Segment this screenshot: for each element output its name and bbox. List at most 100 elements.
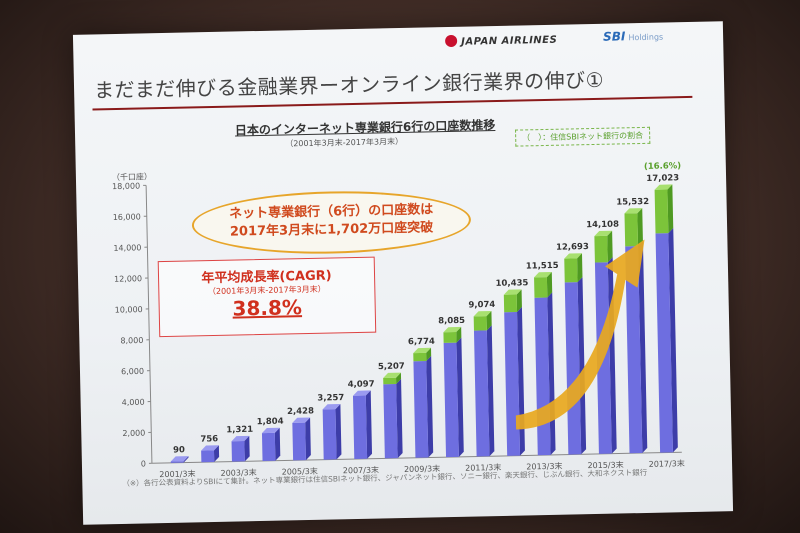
bar-sbi-side [486, 311, 492, 331]
y-tick-label: 2,000 [122, 429, 145, 438]
bar-top [564, 253, 582, 259]
sbi-logo-sub: Holdings [628, 32, 664, 43]
slide-title: まだまだ伸びる金融業界ーオンライン銀行業界の伸び① [93, 67, 605, 103]
x-tick-label: 2005/3末 [282, 466, 318, 477]
bar-sbi-side [667, 184, 674, 234]
bar-sbi-share [473, 316, 487, 331]
presentation-slide: JAPAN AIRLINES SBI Holdings まだまだ伸びる金融業界ーオ… [72, 21, 734, 525]
bar-sbi-share [443, 332, 457, 343]
bar-top [624, 208, 643, 214]
bar-top [383, 372, 401, 379]
x-tick-label: 2007/3末 [343, 465, 379, 476]
bar-other-banks [231, 440, 245, 462]
bar-total-label: 6,774 [408, 337, 435, 348]
bar-total-label: 14,108 [586, 220, 619, 231]
bar-sbi-side [577, 253, 583, 283]
bar-top [322, 404, 341, 410]
bar-sbi-share [654, 189, 669, 234]
chart-title: 日本のインターネット専業銀行6行の口座数推移 [234, 118, 496, 138]
bar-top [594, 230, 613, 237]
bar-top [534, 272, 552, 278]
jal-logo: JAPAN AIRLINES [445, 33, 557, 48]
x-tick-label: 2017/3末 [649, 458, 685, 469]
bar-sbi-side [456, 326, 462, 343]
y-tick-label: 10,000 [115, 305, 143, 315]
bar-total-label: 8,085 [438, 316, 465, 327]
y-axis-line [145, 185, 153, 464]
bar-sbi-side [607, 230, 613, 263]
bar-side [486, 325, 495, 457]
bar-side [244, 435, 250, 462]
bar-other-banks [625, 246, 643, 454]
bar-sbi-share [534, 277, 548, 298]
bar-total-label: 2,428 [287, 406, 314, 417]
bar-sbi-side [426, 347, 432, 362]
x-tick-label: 2009/3末 [404, 463, 440, 474]
x-tick-label: 2013/3末 [526, 461, 562, 472]
x-tick-label: 2011/3末 [465, 462, 501, 473]
bar-side [426, 355, 434, 458]
bar-total-label: 3,257 [317, 393, 344, 404]
bar-total-label: 756 [200, 434, 218, 444]
y-tick-label: 12,000 [114, 274, 142, 284]
bar-top [413, 347, 431, 354]
sbi-logo-text: SBI [602, 29, 626, 44]
bar-side [396, 378, 403, 459]
bar-total-label: 12,693 [556, 242, 589, 253]
bar-sbi-share [624, 213, 639, 247]
bar-total-label: 10,435 [496, 278, 529, 289]
bar-top [170, 456, 189, 462]
chart-subtitle: （2001年3月末-2017年3月末） [285, 136, 404, 149]
bar-other-banks [473, 330, 490, 457]
bar-sbi-share [564, 258, 578, 283]
account-bar-chart: 0 2,000 4,000 6,000 8,000 10,000 12,000 14,000 1… [112, 161, 685, 479]
y-tick-label: 16,000 [113, 212, 141, 222]
bar-top [231, 435, 250, 442]
bar-other-banks [201, 450, 215, 463]
x-tick-label: 2003/3末 [220, 467, 256, 478]
y-tick-label: 8,000 [120, 336, 143, 345]
bar-other-banks [413, 361, 429, 458]
bar-other-banks [564, 282, 582, 455]
bar-sbi-share [383, 377, 397, 385]
bar-sbi-side [546, 272, 553, 298]
bar-other-banks [261, 432, 276, 461]
bar-top [473, 311, 492, 317]
bar-top [352, 390, 371, 396]
bar-sbi-side [516, 289, 522, 312]
bar-sbi-share [413, 352, 427, 362]
bar-total-label: 1,804 [257, 417, 284, 428]
bar-total-label: 5,207 [378, 362, 405, 373]
bar-top [443, 326, 462, 333]
cagr-box: 年平均成長率(CAGR) （2001年3月末-2017年3月末） 38.8% [157, 256, 377, 338]
y-tick-label: 18,000 [112, 181, 140, 191]
bar-side [274, 427, 281, 461]
bar-side [365, 390, 373, 459]
bar-other-banks [292, 422, 306, 461]
bar-side [668, 228, 678, 453]
bar-top [503, 289, 522, 295]
y-tick-label: 6,000 [121, 367, 144, 376]
bar-top [654, 184, 673, 190]
bar-side [577, 277, 587, 455]
bar-side [456, 337, 464, 457]
bar-other-banks [352, 395, 368, 460]
growth-arrow [515, 239, 645, 430]
bar-side [213, 445, 220, 462]
bar-other-banks [443, 342, 459, 458]
legend-note: （ ）：住信SBIネット銀行の割合 [515, 126, 651, 147]
bar-other-banks [383, 384, 398, 459]
bar-other-banks [655, 233, 673, 453]
bar-sbi-side [637, 208, 643, 247]
x-tick-label: 2015/3末 [587, 459, 623, 470]
bar-total-label: 17,023 [646, 173, 679, 184]
bar-total-label: 11,515 [526, 261, 559, 272]
bar-side [638, 241, 648, 454]
jal-crane-icon [445, 34, 458, 48]
bar-sbi-share [503, 294, 518, 313]
bar-sbi-side [396, 372, 402, 385]
bar-total-label: 90 [173, 445, 185, 455]
cagr-value: 38.8% [232, 295, 303, 321]
bar-total-label: 15,532 [616, 197, 649, 208]
